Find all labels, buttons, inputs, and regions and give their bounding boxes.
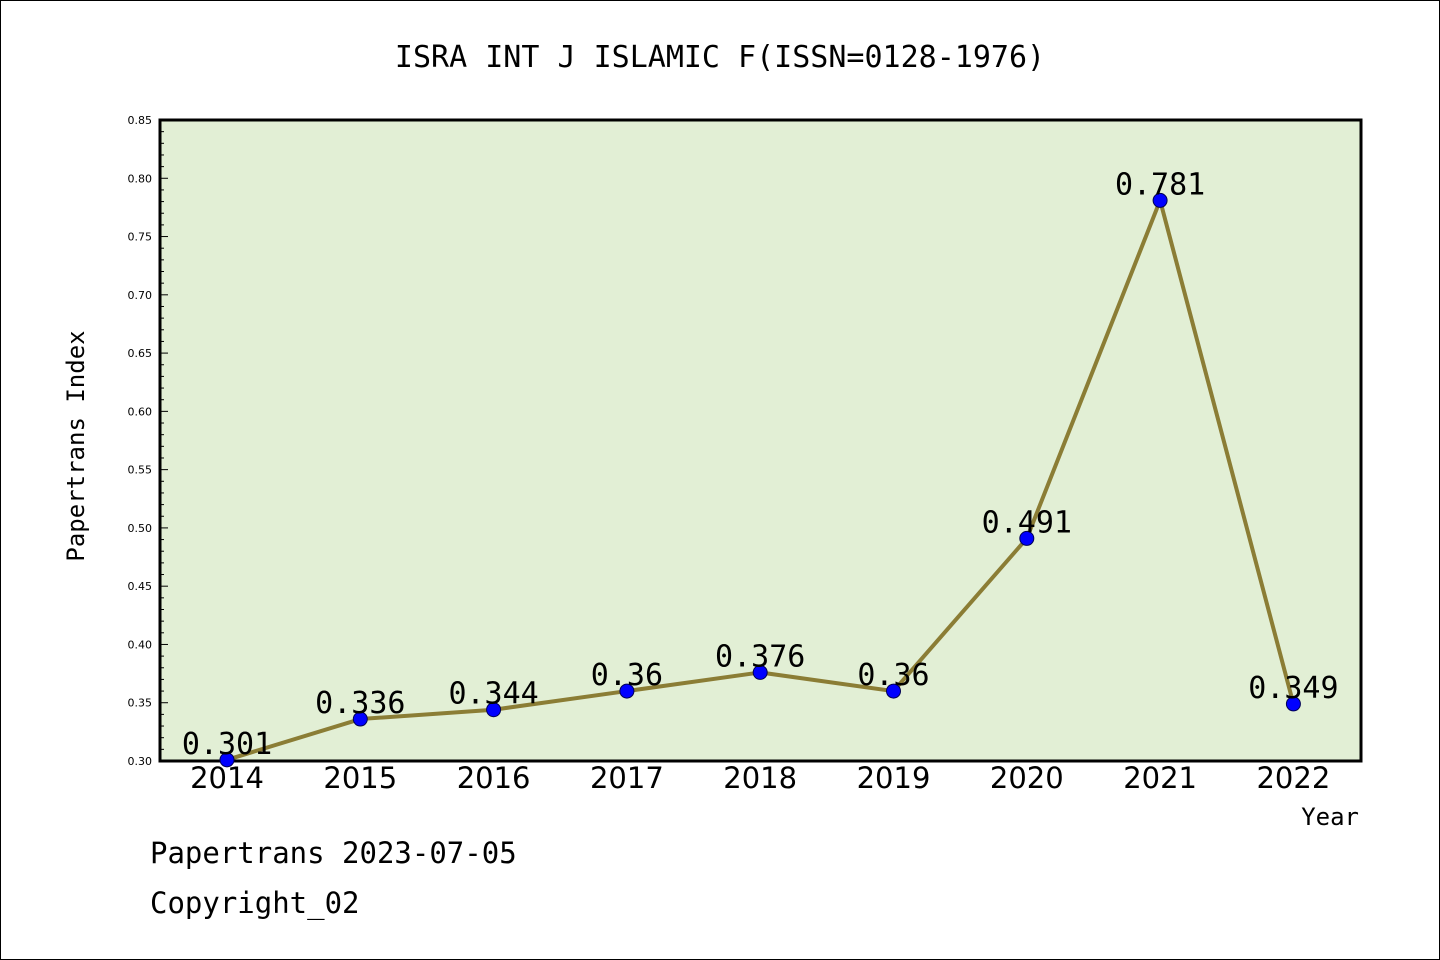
x-tick-label: 2015 (323, 761, 397, 795)
y-tick-label: 0.45 (128, 580, 153, 593)
data-point (886, 683, 901, 699)
x-tick-label: 2021 (1123, 761, 1197, 795)
y-tick-label: 0.40 (128, 638, 153, 651)
y-tick-label: 0.50 (128, 522, 153, 535)
data-label: 0.336 (315, 686, 405, 721)
data-label: 0.36 (591, 658, 663, 693)
data-label: 0.349 (1248, 671, 1338, 706)
series-layer (219, 192, 1301, 768)
data-label: 0.344 (448, 677, 538, 712)
footer-date: Papertrans 2023-07-05 (150, 836, 517, 870)
data-point (1285, 696, 1301, 712)
chart-title: ISRA INT J ISLAMIC F(ISSN=0128-1976) (395, 40, 1045, 75)
x-tick-label: 2016 (457, 761, 531, 795)
x-tick-label: 2019 (857, 761, 931, 795)
data-point (1152, 192, 1168, 208)
y-axis: 0.30 0.35 0.40 0.45 0.50 0.55 0.60 0.65 0.70 0.75… (128, 114, 168, 768)
data-point (752, 664, 768, 680)
y-tick-label: 0.70 (128, 289, 153, 302)
x-axis-title: Year (1301, 803, 1359, 831)
x-tick-label: 2020 (990, 761, 1064, 795)
data-label-layer: 0.301 0.336 0.344 0.36 0.376 0.36 0.491 0.781 0.… (182, 167, 1339, 761)
data-label: 0.301 (182, 727, 272, 762)
x-tick-label: 2022 (1256, 761, 1330, 795)
x-tick-label: 2017 (590, 761, 664, 795)
plot-area (158, 118, 1363, 763)
data-point (486, 702, 502, 718)
data-label: 0.491 (982, 505, 1072, 540)
x-tick-label: 2018 (723, 761, 797, 795)
data-label: 0.376 (715, 639, 805, 674)
y-tick-label: 0.75 (128, 231, 153, 244)
y-tick-label: 0.85 (128, 114, 153, 127)
y-tick-label: 0.80 (128, 172, 153, 185)
y-tick-label: 0.35 (128, 697, 153, 710)
data-point (1019, 530, 1035, 546)
y-tick-label: 0.55 (128, 464, 153, 477)
data-point (352, 711, 368, 727)
data-point (219, 752, 235, 768)
data-point (619, 683, 635, 699)
data-label: 0.36 (857, 658, 929, 693)
footer-copyright: Copyright_02 (150, 886, 360, 921)
y-tick-label: 0.65 (128, 347, 153, 360)
y-axis-title: Papertrans Index (62, 330, 90, 561)
y-tick-label: 0.30 (128, 755, 153, 768)
x-axis: 2014 2015 2016 2017 2018 2019 2020 2021 2022 (190, 761, 1330, 795)
y-tick-label: 0.60 (128, 405, 153, 418)
data-label: 0.781 (1115, 167, 1205, 202)
